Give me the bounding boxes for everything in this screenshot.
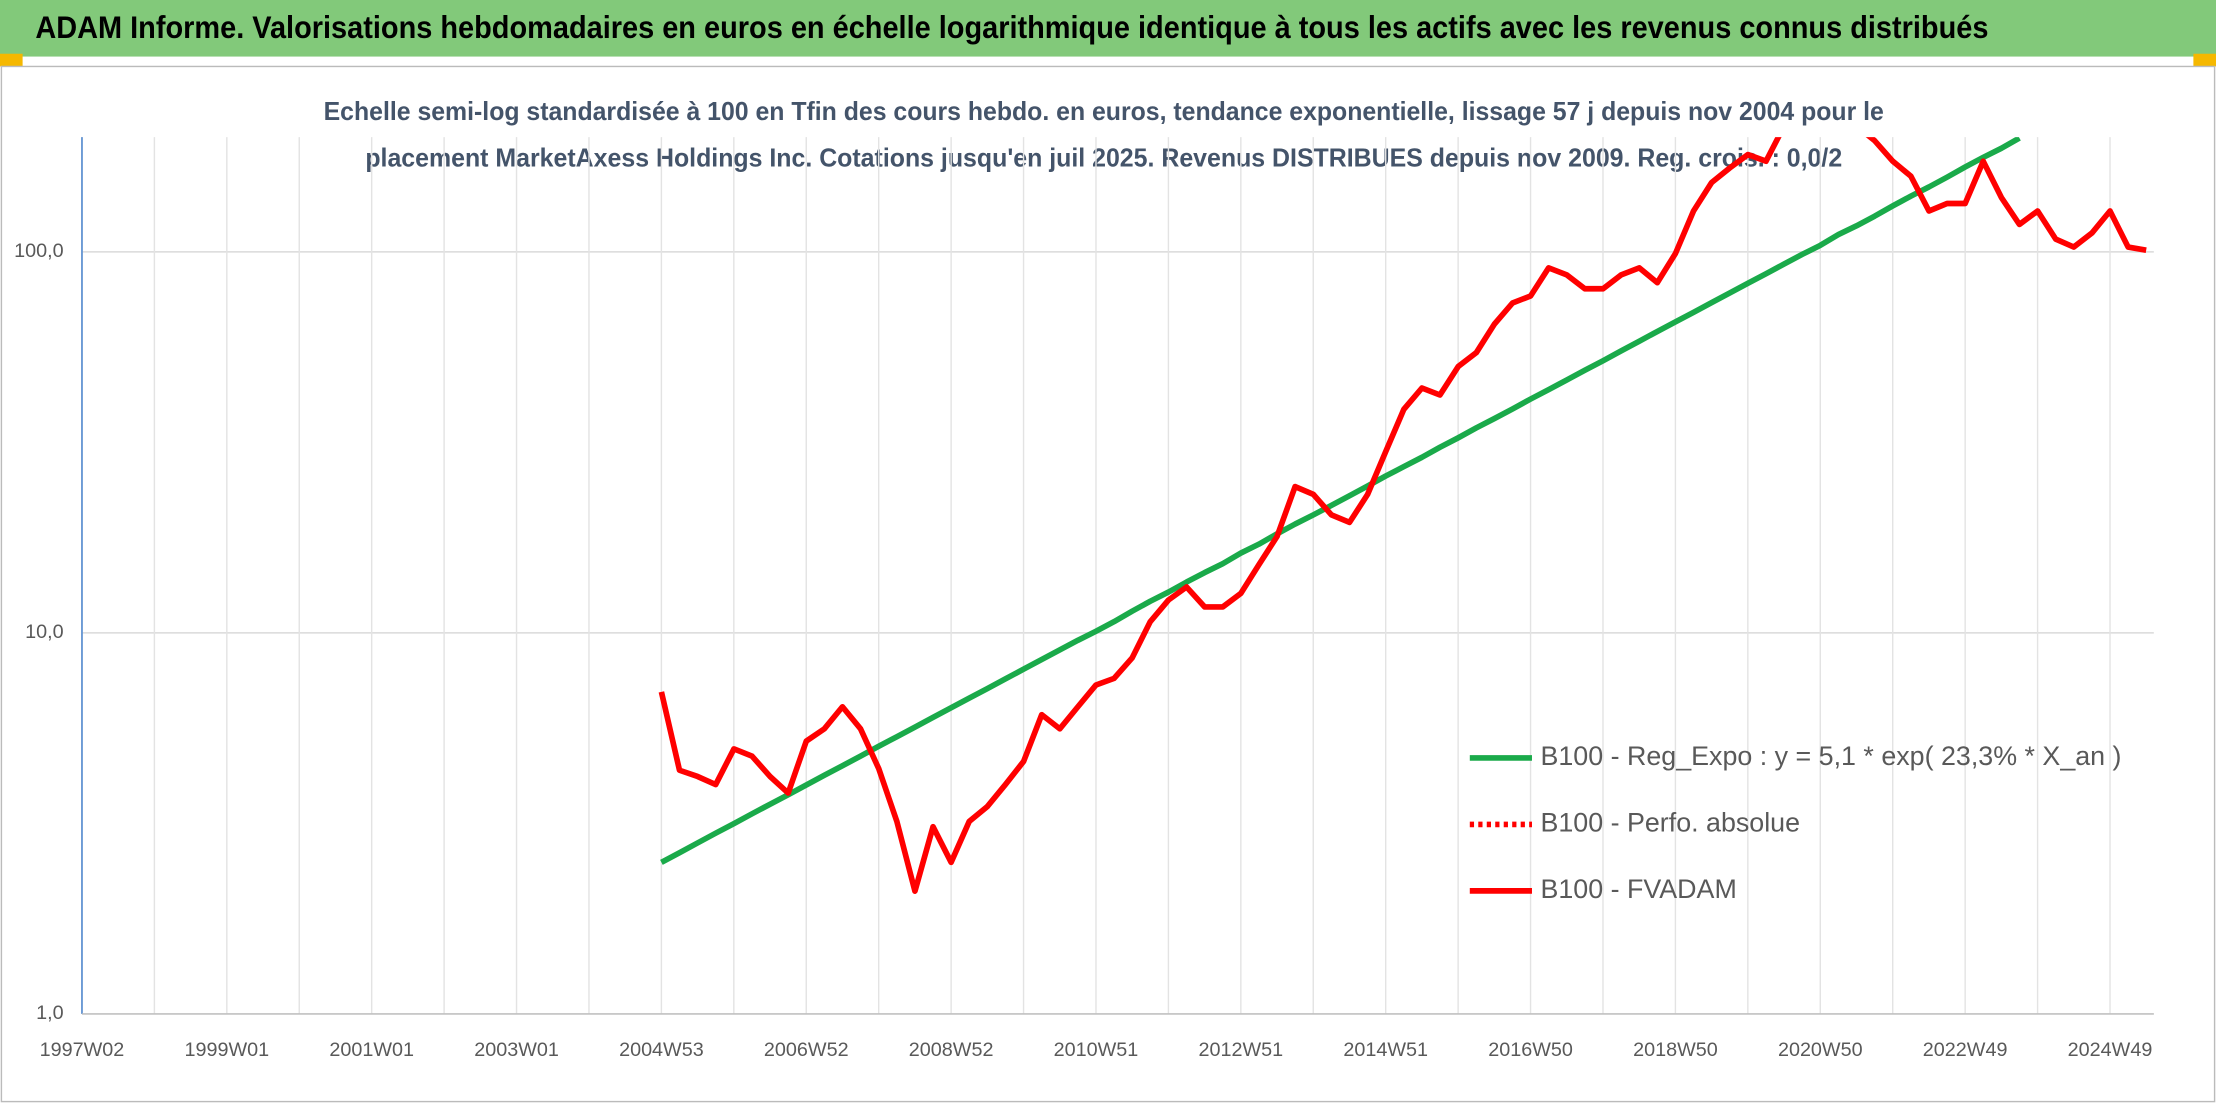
series-line xyxy=(660,137,2021,865)
x-tick-label: 2001W01 xyxy=(329,1039,414,1061)
legend-label: B100 - FVADAM xyxy=(1540,874,1736,904)
x-tick-label: 2016W50 xyxy=(1488,1039,1573,1061)
corner xyxy=(2193,53,2216,67)
legend-label: B100 - Perfo. absolue xyxy=(1540,808,1800,838)
x-tick-label: 1999W01 xyxy=(184,1039,269,1061)
corner xyxy=(0,53,23,67)
x-tick-label: 2006W52 xyxy=(764,1039,849,1061)
chart-subtitle: Echelle semi-log standardisée à 100 en T… xyxy=(324,98,1884,126)
legend: B100 - Reg_Expo : y = 5,1 * exp( 23,3% *… xyxy=(1469,741,2122,904)
page-title: ADAM Informe. Valorisations hebdomadaire… xyxy=(35,10,1988,45)
x-tick-label: 2003W01 xyxy=(474,1039,559,1061)
x-tick-label: 2012W51 xyxy=(1199,1039,1284,1061)
series-line xyxy=(658,137,2147,894)
x-tick-label: 2004W53 xyxy=(619,1039,704,1061)
header-bar xyxy=(0,0,2216,57)
x-tick-label: 2008W52 xyxy=(909,1039,994,1061)
legend-label: B100 - Reg_Expo : y = 5,1 * exp( 23,3% *… xyxy=(1540,741,2121,771)
x-tick-label: 2020W50 xyxy=(1778,1039,1863,1061)
frame xyxy=(0,65,2216,1103)
x-tick-label: 2014W51 xyxy=(1343,1039,1428,1061)
plot-area xyxy=(658,137,2147,894)
x-tick-label: 2022W49 xyxy=(1923,1039,2008,1061)
chart-subtitle: placement MarketAxess Holdings Inc. Cota… xyxy=(365,145,1842,173)
y-tick-label: 100,0 xyxy=(14,240,64,262)
x-tick-label: 2024W49 xyxy=(2068,1039,2153,1061)
x-tick-label: 2018W50 xyxy=(1633,1039,1718,1061)
y-tick-label: 10,0 xyxy=(25,621,64,643)
x-tick-label: 2010W51 xyxy=(1054,1039,1139,1061)
x-tick-label: 1997W02 xyxy=(40,1039,125,1061)
y-tick-label: 1,0 xyxy=(36,1002,63,1024)
